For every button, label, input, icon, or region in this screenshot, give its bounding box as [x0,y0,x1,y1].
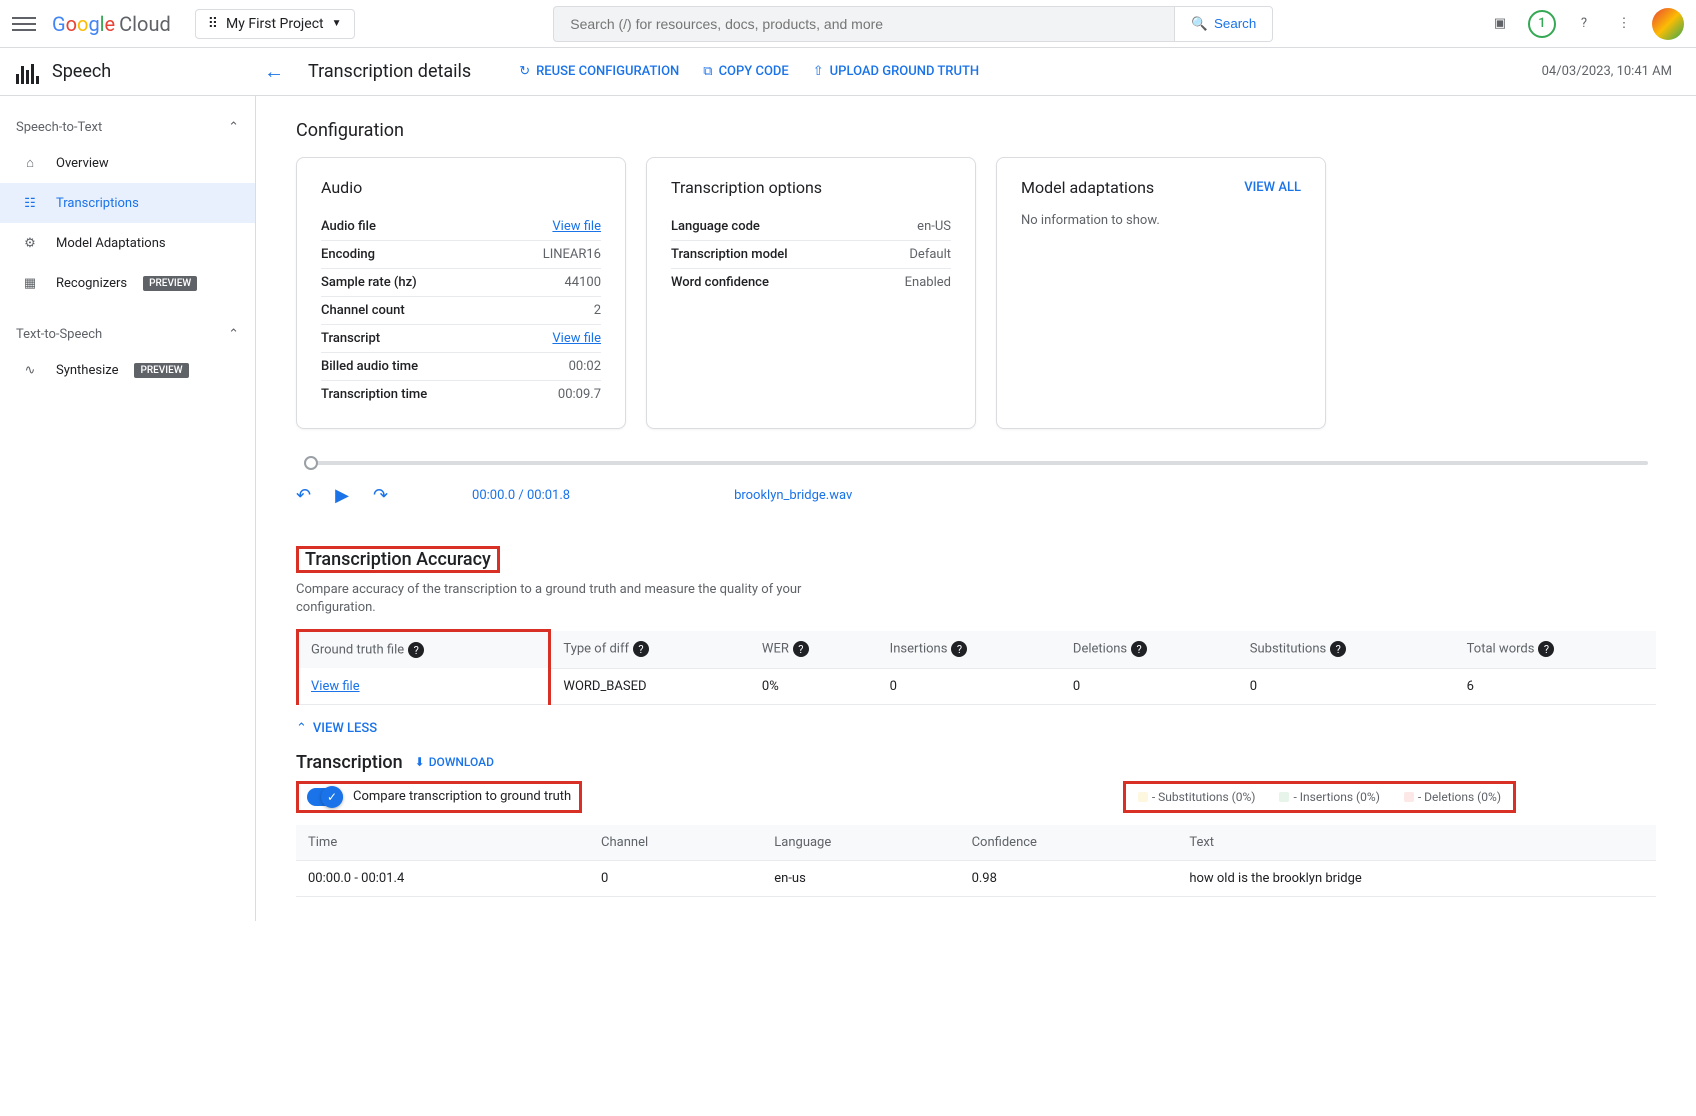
copy-code-button[interactable]: ⧉COPY CODE [703,64,788,79]
product-bar: Speech ← Transcription details ↻REUSE CO… [0,48,1696,96]
sidebar-item-overview[interactable]: ⌂ Overview [0,143,255,183]
transcription-row: 00:00.0 - 00:01.4 0 en-us 0.98 how old i… [296,860,1656,896]
compare-toggle[interactable]: ✓ [307,788,343,806]
audio-card: Audio Audio fileView file EncodingLINEAR… [296,157,626,429]
project-picker[interactable]: ⠿ My First Project ▼ [195,9,355,39]
avatar[interactable] [1652,8,1684,40]
player-time: 00:00.0 / 00:01.8 [472,488,570,503]
transcription-table: Time Channel Language Confidence Text 00… [296,825,1656,897]
search-icon: 🔍 [1191,16,1208,32]
insertions-swatch [1279,792,1289,802]
rewind-button[interactable]: ↶ [296,485,311,506]
more-icon[interactable]: ⋮ [1612,12,1636,36]
sidebar: Speech-to-Text⌃ ⌂ Overview ☷ Transcripti… [0,96,256,921]
product-name: Speech [0,60,256,84]
substitutions-swatch [1138,792,1148,802]
help-icon[interactable]: ? [1538,641,1554,657]
sidebar-item-recognizers[interactable]: ▦ Recognizers PREVIEW [0,263,255,303]
list-icon: ☷ [20,193,40,213]
transcription-title: Transcription [296,752,403,773]
model-adaptations-card: Model adaptations VIEW ALL No informatio… [996,157,1326,429]
deletions-swatch [1404,792,1414,802]
player-track[interactable] [304,461,1648,465]
project-name: My First Project [226,16,324,32]
chevron-up-icon: ⌃ [228,327,239,342]
grid-icon: ▦ [20,273,40,293]
chevron-up-icon: ⌃ [296,721,307,736]
help-icon[interactable]: ? [408,642,424,658]
audio-file-link[interactable]: View file [552,219,601,234]
search-input[interactable] [553,6,1175,42]
tune-icon: ⚙ [20,233,40,253]
refresh-icon: ↻ [519,64,530,79]
cloud-shell-icon[interactable]: ▣ [1488,12,1512,36]
nav-section-speech-to-text[interactable]: Speech-to-Text⌃ [0,112,255,143]
help-icon[interactable]: ? [1131,641,1147,657]
help-icon[interactable]: ? [1330,641,1346,657]
accuracy-description: Compare accuracy of the transcription to… [296,581,816,617]
accuracy-title: Transcription Accuracy [299,545,497,574]
legend: - Substitutions (0%) - Insertions (0%) -… [1123,781,1516,813]
help-icon[interactable]: ? [633,641,649,657]
home-icon: ⌂ [20,153,40,173]
copy-icon: ⧉ [703,64,712,79]
nav-section-text-to-speech[interactable]: Text-to-Speech⌃ [0,319,255,350]
sidebar-item-transcriptions[interactable]: ☷ Transcriptions [0,183,255,223]
reuse-configuration-button[interactable]: ↻REUSE CONFIGURATION [519,64,679,79]
download-icon: ⬇ [415,755,425,769]
main-content: Configuration Audio Audio fileView file … [256,96,1696,921]
project-icon: ⠿ [208,16,218,32]
player-filename: brooklyn_bridge.wav [734,488,852,503]
speech-icon [16,60,40,84]
sidebar-item-synthesize[interactable]: ∿ Synthesize PREVIEW [0,350,255,390]
download-button[interactable]: ⬇DOWNLOAD [415,755,494,769]
help-icon[interactable]: ? [1572,12,1596,36]
timestamp: 04/03/2023, 10:41 AM [1542,64,1672,79]
transcript-file-link[interactable]: View file [552,331,601,346]
chevron-down-icon: ▼ [332,18,342,29]
audio-player: ↶ ▶ ↷ 00:00.0 / 00:01.8 brooklyn_bridge.… [296,461,1656,506]
free-trial-badge[interactable]: 1 [1528,10,1556,38]
player-thumb[interactable] [304,456,318,470]
compare-label: Compare transcription to ground truth [353,789,571,804]
help-icon[interactable]: ? [951,641,967,657]
transcription-options-card: Transcription options Language codeen-US… [646,157,976,429]
ground-truth-file-link[interactable]: View file [311,679,360,694]
menu-icon[interactable] [12,12,36,36]
global-header: Google Cloud ⠿ My First Project ▼ 🔍 Sear… [0,0,1696,48]
back-arrow-icon[interactable]: ← [264,59,284,84]
accuracy-row: View file WORD_BASED 0% 0 0 0 6 [298,668,1657,704]
help-icon[interactable]: ? [793,641,809,657]
page-title: Transcription details [308,61,471,82]
wave-icon: ∿ [20,360,40,380]
upload-ground-truth-button[interactable]: ⇧UPLOAD GROUND TRUTH [813,64,979,79]
view-less-button[interactable]: ⌃ VIEW LESS [296,721,1656,736]
view-all-link[interactable]: VIEW ALL [1244,180,1301,195]
forward-button[interactable]: ↷ [373,485,388,506]
chevron-up-icon: ⌃ [228,120,239,135]
search-button[interactable]: 🔍 Search [1175,6,1273,42]
accuracy-table: Ground truth file? Type of diff? WER? In… [296,629,1656,705]
configuration-title: Configuration [296,120,1656,141]
google-cloud-logo[interactable]: Google Cloud [52,12,171,36]
upload-icon: ⇧ [813,64,824,79]
play-button[interactable]: ▶ [335,485,349,506]
sidebar-item-model-adaptations[interactable]: ⚙ Model Adaptations [0,223,255,263]
